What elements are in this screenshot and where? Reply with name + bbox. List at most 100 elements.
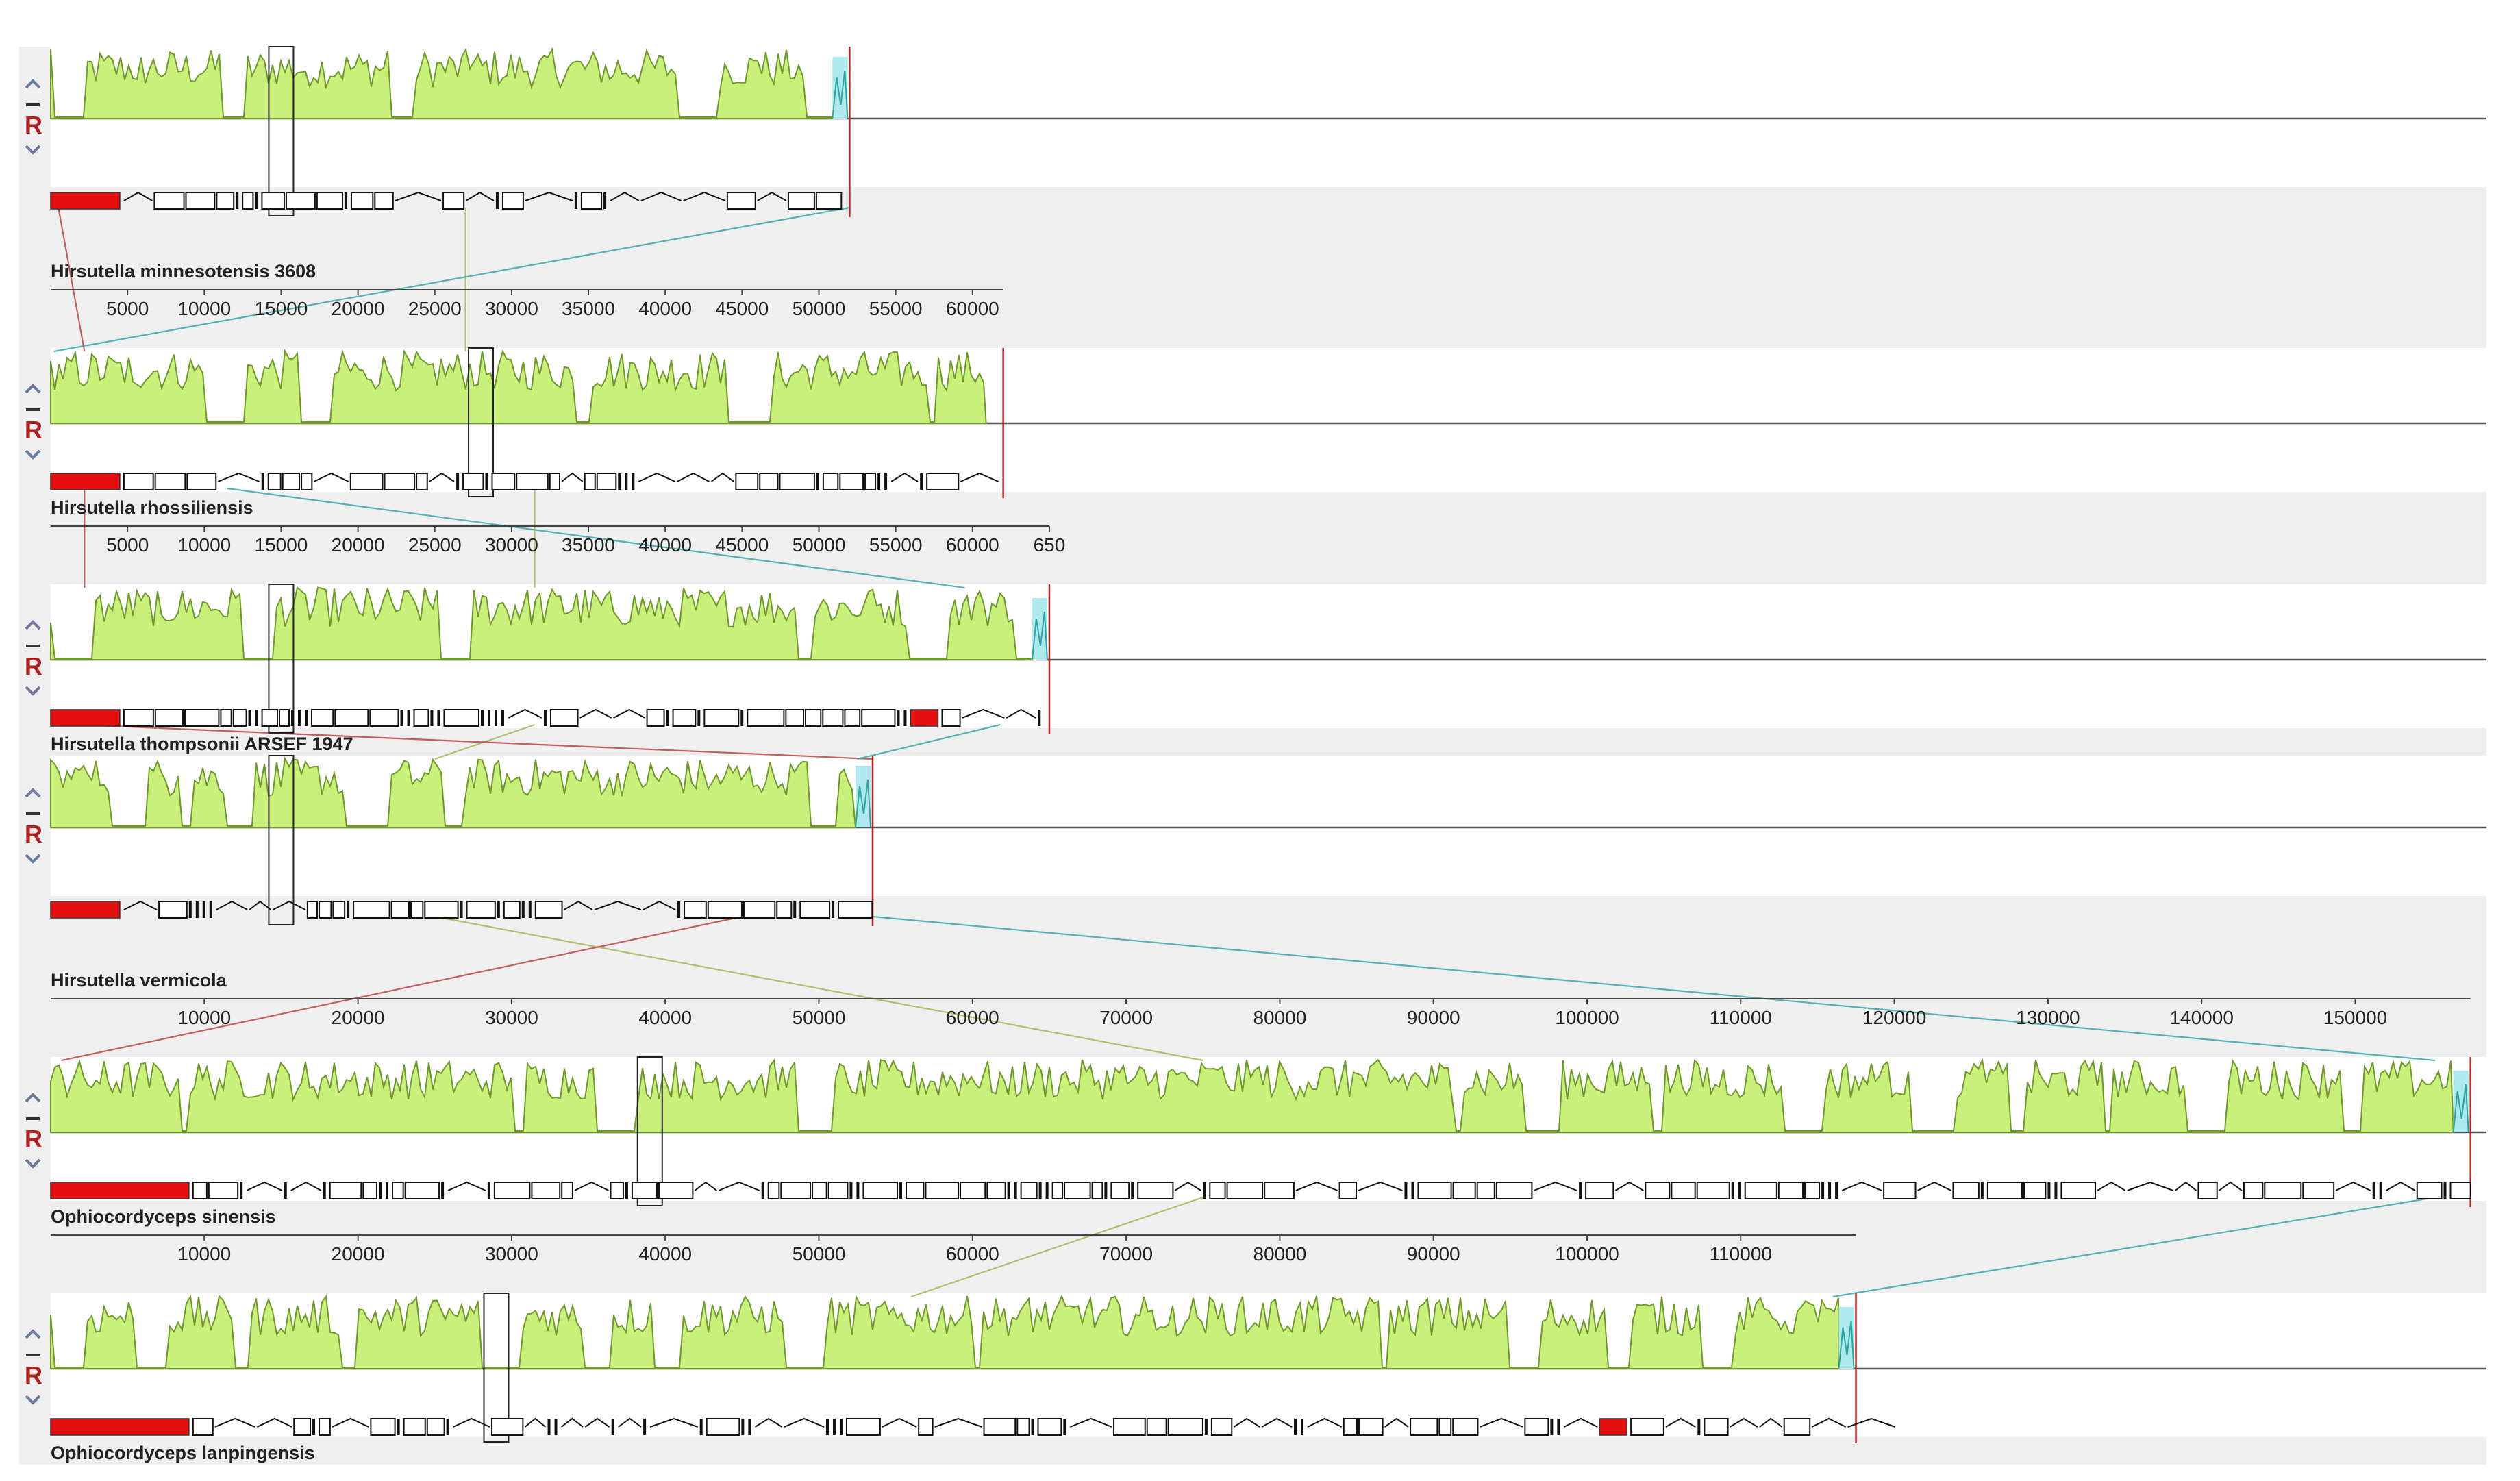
gene-box: [1064, 1182, 1091, 1199]
ruler-tick-label: 40000: [638, 1007, 692, 1028]
gene-box: [319, 1418, 331, 1436]
intron-connector: [2175, 1181, 2197, 1191]
red-feature: [50, 473, 121, 490]
gene-box: [1264, 1182, 1295, 1199]
gene-box: [216, 192, 235, 210]
gene-box: [706, 1418, 740, 1436]
gene-box: [776, 901, 793, 919]
gene-bar: [748, 1419, 751, 1435]
gene-box: [827, 1182, 849, 1199]
chevron-down-icon: [25, 1395, 41, 1405]
reverse-toggle-button[interactable]: R: [25, 1361, 42, 1389]
similarity-profile: [50, 586, 1048, 660]
intron-connector: [313, 472, 349, 482]
intron-connector: [564, 900, 593, 910]
gene-bar: [284, 1182, 287, 1199]
gene-bar: [497, 901, 500, 918]
intron-connector: [2386, 1181, 2416, 1191]
chevron-up-icon: [25, 79, 41, 89]
homology-connector-line: [434, 915, 1203, 1062]
gene-box: [278, 709, 290, 727]
gene-bar: [547, 1419, 551, 1435]
gene-box: [703, 709, 740, 727]
gene-box: [353, 901, 390, 919]
intron-connector: [525, 191, 573, 201]
intron-connector: [2127, 1181, 2174, 1191]
annotation-track: [50, 472, 999, 490]
ruler-tick-label: 80000: [1253, 1007, 1306, 1028]
gene-box: [123, 473, 154, 490]
gene-box: [516, 473, 549, 490]
homology-connector-line: [61, 915, 743, 1062]
genome-name-label: Hirsutella thompsonii ARSEF 1947: [51, 734, 353, 754]
gene-bar: [1835, 1182, 1838, 1199]
intron-connector: [217, 472, 260, 482]
gene-box: [293, 1418, 312, 1436]
intron-connector: [1534, 1181, 1577, 1191]
gene-bar: [1038, 710, 1041, 726]
gene-box: [466, 901, 496, 919]
ruler-tick-label: 60000: [946, 534, 999, 556]
intron-connector: [1233, 1417, 1260, 1428]
selection-box: [483, 1293, 510, 1443]
gene-box: [767, 1182, 780, 1199]
gene-box: [1952, 1182, 1980, 1199]
gene-box: [232, 709, 247, 727]
homology-connector-line: [857, 723, 1001, 760]
gene-box: [1110, 1182, 1130, 1199]
reverse-toggle-button[interactable]: R: [25, 111, 42, 139]
reverse-toggle-button[interactable]: R: [25, 416, 42, 444]
gene-box: [301, 473, 313, 490]
ruler-tick-label: 40000: [638, 534, 692, 556]
gene-box: [282, 473, 301, 490]
gene-box: [926, 473, 960, 490]
ruler-tick-label: 35000: [562, 298, 615, 319]
gene-box: [2449, 1182, 2471, 1199]
ruler-tick-label: 20000: [332, 534, 385, 556]
chevron-up-icon: [25, 788, 41, 798]
gene-bar: [899, 1182, 903, 1199]
intron-connector: [1295, 1181, 1338, 1191]
ruler-tick-label: 55000: [869, 298, 923, 319]
gene-bar: [574, 192, 577, 209]
cyan-profile-line: [1031, 611, 1048, 660]
reverse-toggle-button[interactable]: R: [25, 1125, 42, 1153]
gene-bar: [400, 710, 403, 726]
gene-box: [1704, 1418, 1729, 1436]
panel-controls: R: [25, 79, 42, 155]
gene-bar: [920, 473, 923, 490]
gene-box: [1338, 1182, 1358, 1199]
intron-connector: [2097, 1181, 2126, 1191]
gene-box: [779, 473, 815, 490]
ruler-tick-label: 70000: [1099, 1007, 1153, 1028]
gene-bar: [1550, 1419, 1554, 1435]
ruler-tick-label: 110000: [1710, 1243, 1772, 1265]
gene-box: [1804, 1182, 1821, 1199]
gene-bar: [485, 473, 488, 490]
intron-connector: [395, 191, 442, 201]
red-feature: [50, 1182, 190, 1199]
gene-box: [1630, 1418, 1664, 1436]
gene-box: [2243, 1182, 2264, 1199]
genome-panel: Ophiocordyceps sinensis 10000 20000 30000 40…: [25, 998, 2486, 1227]
gene-box: [1020, 1182, 1038, 1199]
cyan-profile-line: [832, 70, 849, 119]
gene-bar: [877, 473, 881, 490]
red-feature: [50, 901, 121, 919]
chevron-up-icon: [25, 384, 41, 394]
gene-box: [862, 1182, 899, 1199]
intron-connector: [683, 191, 726, 201]
intron-connector: [1917, 1181, 1951, 1191]
gene-bar: [1579, 1182, 1582, 1199]
gene-bar: [1038, 1182, 1042, 1199]
intron-connector: [1811, 1417, 1847, 1428]
red-feature: [1599, 1418, 1627, 1436]
gene-box: [403, 1418, 426, 1436]
gene-bar: [603, 192, 607, 209]
ruler-tick-label: 10000: [177, 534, 231, 556]
ruler-tick-label: 50000: [793, 1007, 846, 1028]
ruler-tick-label: 60000: [946, 298, 999, 319]
reverse-toggle-button[interactable]: R: [25, 652, 42, 680]
reverse-toggle-button[interactable]: R: [25, 820, 42, 848]
gene-box: [416, 473, 428, 490]
